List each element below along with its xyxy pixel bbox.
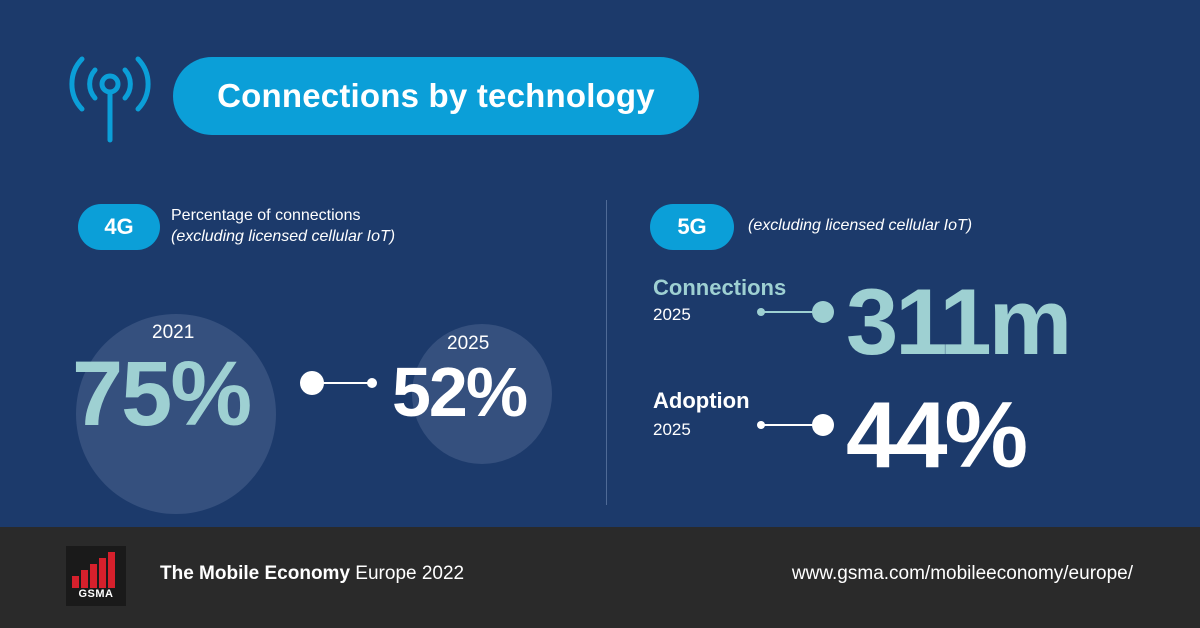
badge-5g: 5G xyxy=(650,204,734,250)
subtitle-4g-line2: (excluding licensed cellular IoT) xyxy=(171,228,396,245)
subtitle-4g-line1: Percentage of connections xyxy=(171,207,361,224)
subtitle-5g-text: (excluding licensed cellular IoT) xyxy=(748,217,973,234)
adoption-connector xyxy=(757,414,834,436)
website-link[interactable]: www.gsma.com/mobileeconomy/europe/ xyxy=(791,563,1133,584)
gsma-logo: GSMA xyxy=(66,546,126,606)
section-divider xyxy=(606,200,607,505)
report-title-rest: Europe 2022 xyxy=(350,563,465,584)
connections-connector xyxy=(757,301,834,323)
adoption-year: 2025 xyxy=(653,420,691,439)
title-banner: Connections by technology xyxy=(173,57,699,135)
circle-2021 xyxy=(76,314,276,514)
value-4g-2021: 75% xyxy=(72,343,252,445)
value-5g-adoption: 44% xyxy=(846,382,1028,487)
signal-bars-icon xyxy=(72,552,115,588)
adoption-label: Adoption xyxy=(653,388,750,413)
year-2021-label: 2021 xyxy=(152,322,195,343)
footer: GSMA The Mobile Economy Europe 2022 www.… xyxy=(0,527,1200,628)
connections-label: Connections xyxy=(653,275,787,300)
value-4g-2025: 52% xyxy=(392,353,528,431)
year-2025-label: 2025 xyxy=(447,333,490,354)
report-title-bold: The Mobile Economy xyxy=(160,563,351,584)
gsma-logo-text: GSMA xyxy=(78,588,114,600)
report-title: The Mobile Economy Europe 2022 xyxy=(160,563,464,585)
badge-4g: 4G xyxy=(78,204,160,250)
value-5g-connections: 311m xyxy=(846,269,1072,374)
connector-arrow xyxy=(300,371,377,395)
antenna-icon xyxy=(69,56,151,143)
connections-year: 2025 xyxy=(653,305,691,324)
circle-2025 xyxy=(412,324,552,464)
page-title: Connections by technology xyxy=(217,77,655,114)
subtitle-4g: Percentage of connections (excluding lic… xyxy=(171,205,395,247)
subtitle-5g: (excluding licensed cellular IoT) xyxy=(748,215,972,236)
